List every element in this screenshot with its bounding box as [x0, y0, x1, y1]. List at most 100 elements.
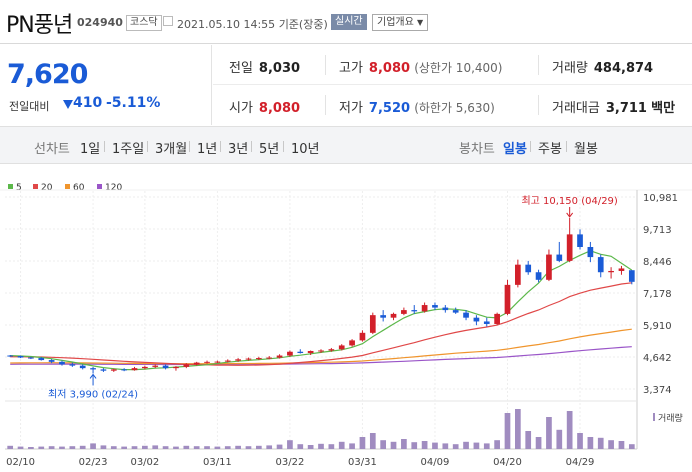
- volume-bar: [48, 446, 55, 449]
- volume-bar: [142, 445, 148, 449]
- volume-bar: [297, 444, 304, 449]
- tab-10y[interactable]: 10년: [291, 142, 320, 157]
- candle-body: [287, 351, 293, 356]
- volume-bar: [183, 445, 190, 449]
- candle: [483, 317, 490, 327]
- candle: [204, 360, 210, 364]
- candle: [224, 359, 231, 363]
- tab-daily-candle[interactable]: 일봉: [503, 142, 527, 157]
- candle: [307, 350, 314, 356]
- candle: [297, 349, 304, 354]
- volume-bar: [556, 429, 563, 449]
- volume-bar: [432, 442, 438, 449]
- tab-3m[interactable]: 3개월: [155, 142, 188, 157]
- realtime-button[interactable]: 실시간: [331, 14, 367, 30]
- y-tick-label: 10,981: [643, 193, 678, 204]
- tab-weekly-candle[interactable]: 주봉: [538, 142, 562, 157]
- tab-1d[interactable]: 1일: [80, 142, 101, 157]
- volume-bar: [110, 446, 117, 449]
- volume-bar: [276, 444, 283, 449]
- low-annotation: 최저 3,990 (02/24): [48, 388, 138, 400]
- candle-body: [473, 317, 480, 322]
- volume-bar: [349, 443, 355, 449]
- candle-body: [577, 234, 583, 248]
- candle-body: [162, 365, 169, 369]
- candle: [38, 357, 45, 361]
- volume-bar: [421, 441, 428, 449]
- candle-body: [121, 369, 127, 371]
- tab-3y[interactable]: 3년: [228, 142, 249, 157]
- line-chart-label: 선차트: [34, 142, 70, 157]
- volume-bar: [473, 442, 480, 449]
- volume-bar: [359, 437, 366, 449]
- candle: [142, 365, 148, 370]
- candle-body: [504, 284, 511, 314]
- candle: [380, 310, 387, 322]
- candle-body: [494, 313, 500, 324]
- volume-bar: [162, 446, 169, 449]
- candle-body: [597, 257, 604, 273]
- x-tick-label: 03/31: [348, 457, 377, 468]
- candle: [59, 360, 65, 366]
- candle-body: [235, 359, 241, 361]
- candle: [494, 312, 500, 326]
- volume-bar: [7, 445, 14, 449]
- volume-bar: [535, 437, 542, 449]
- candle-body: [110, 369, 117, 371]
- candle-body: [483, 321, 490, 324]
- volume-bar: [452, 444, 459, 449]
- candle: [318, 349, 324, 354]
- candle: [577, 229, 583, 250]
- candle-body: [69, 364, 76, 366]
- candle-body: [442, 307, 449, 311]
- candle-body: [401, 310, 407, 314]
- daily-candle-chart[interactable]: 5 20 60 120 10,981 9,713 8,446 7,178 5,910 4,642 3…: [0, 175, 692, 472]
- candle: [121, 368, 127, 372]
- change-label: 전일대비: [9, 100, 50, 113]
- volume-bar: [494, 440, 500, 449]
- candle: [432, 302, 438, 311]
- volume-bar: [173, 446, 179, 449]
- candle-body: [131, 368, 138, 371]
- candle-chart-label: 봉차트: [459, 142, 495, 157]
- volume-bar: [504, 413, 511, 449]
- candle-body: [173, 366, 179, 369]
- candle-body: [546, 254, 552, 280]
- tab-monthly-candle[interactable]: 월봉: [574, 142, 598, 157]
- x-axis: 02/10 02/23 03/02 03/11 03/22 03/31 04/09 04/20…: [6, 457, 594, 468]
- candle-body: [17, 356, 24, 358]
- volume-bar: [566, 411, 573, 449]
- stock-name: PN풍년: [6, 13, 73, 38]
- candle: [338, 344, 345, 351]
- candle-body: [245, 358, 252, 360]
- candle: [48, 359, 55, 364]
- candle-body: [411, 310, 418, 312]
- candle: [90, 366, 96, 374]
- trade-amount: 거래대금 3,711 백만: [552, 101, 676, 116]
- candle-body: [328, 349, 335, 351]
- volume-bar: [338, 441, 345, 449]
- volume-bar: [618, 441, 625, 449]
- legend-swatch-120: [97, 184, 102, 189]
- day-low: 저가 7,520 (하한가 5,630): [339, 101, 495, 116]
- volume-bar: [628, 444, 635, 449]
- candle: [100, 368, 107, 372]
- tab-5y[interactable]: 5년: [259, 142, 280, 157]
- low-arrow-head: [89, 373, 97, 379]
- candle-body: [193, 362, 200, 365]
- tab-1w[interactable]: 1주일: [112, 142, 145, 157]
- prev-close: 전일 8,030: [229, 61, 301, 76]
- company-overview-dropdown[interactable]: 기업개요 ▼: [372, 14, 429, 31]
- candle: [173, 366, 179, 371]
- tab-1y[interactable]: 1년: [197, 142, 218, 157]
- volume-bar: [463, 441, 469, 449]
- candle: [214, 360, 221, 364]
- candle: [7, 355, 14, 357]
- candle: [463, 310, 469, 321]
- change-value: 410: [73, 95, 103, 111]
- candle: [504, 279, 511, 316]
- volume-bar: [318, 443, 324, 449]
- candle: [152, 364, 159, 369]
- volume-bar: [546, 417, 552, 449]
- candle: [566, 217, 573, 263]
